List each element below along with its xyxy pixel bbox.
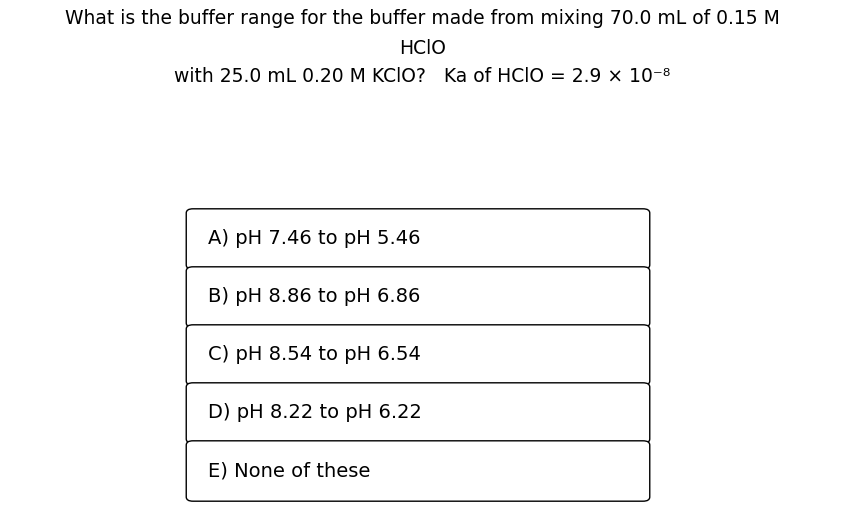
Text: E) None of these: E) None of these <box>208 462 371 481</box>
FancyBboxPatch shape <box>186 383 649 443</box>
Text: What is the buffer range for the buffer made from mixing 70.0 mL of 0.15 M: What is the buffer range for the buffer … <box>65 9 779 28</box>
FancyBboxPatch shape <box>186 325 649 385</box>
FancyBboxPatch shape <box>186 209 649 269</box>
Text: B) pH 8.86 to pH 6.86: B) pH 8.86 to pH 6.86 <box>208 288 420 307</box>
FancyBboxPatch shape <box>186 267 649 327</box>
FancyBboxPatch shape <box>186 441 649 501</box>
Text: A) pH 7.46 to pH 5.46: A) pH 7.46 to pH 5.46 <box>208 230 420 248</box>
Text: C) pH 8.54 to pH 6.54: C) pH 8.54 to pH 6.54 <box>208 345 420 365</box>
Text: D) pH 8.22 to pH 6.22: D) pH 8.22 to pH 6.22 <box>208 403 422 422</box>
Text: HClO: HClO <box>398 38 446 58</box>
Text: with 25.0 mL 0.20 M KClO?   Ka of HClO = 2.9 × 10⁻⁸: with 25.0 mL 0.20 M KClO? Ka of HClO = 2… <box>174 67 670 85</box>
